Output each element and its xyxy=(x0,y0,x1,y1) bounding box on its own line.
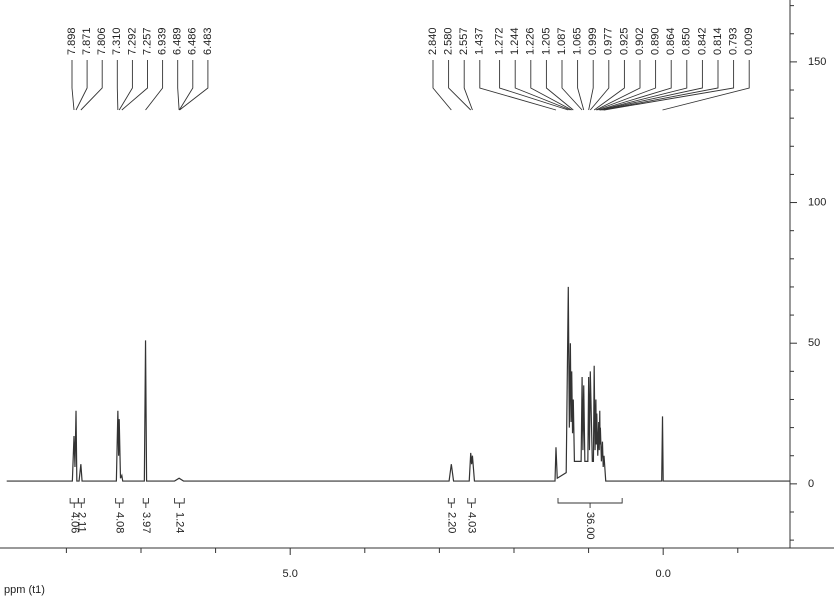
peak-label: 7.292 xyxy=(126,27,138,55)
peak-label: 7.310 xyxy=(111,27,123,55)
peak-leader xyxy=(432,60,452,111)
y-tick-label: 150 xyxy=(808,56,826,68)
peak-leader xyxy=(588,60,594,111)
peak-leader xyxy=(598,60,672,111)
peak-leader xyxy=(603,60,735,111)
peak-label: 1.226 xyxy=(525,27,537,55)
x-tick-label: 5.0 xyxy=(283,568,298,580)
y-tick-label: 0 xyxy=(808,478,814,490)
peak-label: 2.580 xyxy=(443,27,455,55)
peak-leader xyxy=(577,60,585,111)
peak-leader xyxy=(662,60,750,111)
peak-label: 0.977 xyxy=(603,27,615,55)
peak-label: 0.999 xyxy=(587,27,599,55)
integral-bracket xyxy=(174,498,185,508)
peak-label: 6.486 xyxy=(187,27,199,55)
peak-leader xyxy=(499,60,569,111)
integral-bracket xyxy=(115,498,124,508)
integral-bracket xyxy=(557,498,623,508)
peak-label: 0.864 xyxy=(665,27,677,55)
integral-bracket xyxy=(77,498,85,508)
peak-label: 2.557 xyxy=(458,27,470,55)
peak-leader xyxy=(596,60,657,111)
integral-label: 1.24 xyxy=(174,512,186,533)
peak-label: 2.840 xyxy=(427,27,439,55)
peak-label: 6.489 xyxy=(172,27,184,55)
peak-label: 1.437 xyxy=(474,27,486,55)
peak-leader xyxy=(602,60,719,111)
peak-leader xyxy=(71,60,75,111)
peak-leader xyxy=(599,60,688,111)
peak-label: 1.087 xyxy=(556,27,568,55)
peak-label: 6.483 xyxy=(202,27,214,55)
integral-label: 3.97 xyxy=(140,512,152,533)
peak-label: 1.205 xyxy=(540,27,552,55)
peak-leader xyxy=(179,60,209,111)
peak-leader xyxy=(600,60,703,111)
y-tick-label: 50 xyxy=(808,337,820,349)
peak-label: 0.850 xyxy=(681,27,693,55)
y-tick-label: 100 xyxy=(808,196,826,208)
peak-label: 7.806 xyxy=(96,27,108,55)
peak-leader xyxy=(145,60,164,111)
peak-leader xyxy=(463,60,473,111)
peak-label: 6.939 xyxy=(157,27,169,55)
integral-label: 2.20 xyxy=(445,512,457,533)
peak-leader xyxy=(561,60,583,111)
peak-leader xyxy=(448,60,472,111)
peak-leader xyxy=(121,60,148,111)
peak-label: 0.814 xyxy=(712,27,724,55)
integral-label: 4.06 xyxy=(68,512,80,533)
integral-bracket xyxy=(69,498,79,508)
peak-leader xyxy=(75,60,88,111)
x-axis-label: ppm (t1) xyxy=(4,584,45,596)
peak-leader xyxy=(593,60,625,111)
peak-leader xyxy=(479,60,557,111)
peak-label: 7.257 xyxy=(141,27,153,55)
peak-label: 0.925 xyxy=(618,27,630,55)
integral-bracket xyxy=(467,498,476,508)
peak-label: 0.890 xyxy=(650,27,662,55)
integral-bracket xyxy=(447,498,455,508)
peak-leader xyxy=(80,60,103,111)
x-tick-label: 0.0 xyxy=(656,568,671,580)
integral-label: 36.00 xyxy=(584,512,596,540)
peak-leader xyxy=(118,60,133,111)
spectrum xyxy=(6,286,790,482)
peak-label: 1.272 xyxy=(494,27,506,55)
peak-leader xyxy=(589,60,610,111)
peak-label: 0.009 xyxy=(743,27,755,55)
peak-leader xyxy=(530,60,572,111)
peak-leader xyxy=(514,60,571,111)
peak-label: 1.244 xyxy=(509,27,521,55)
peak-label: 1.065 xyxy=(572,27,584,55)
peak-label: 0.902 xyxy=(634,27,646,55)
integral-label: 4.08 xyxy=(113,512,125,533)
integral-label: 4.03 xyxy=(466,512,478,533)
peak-label: 7.871 xyxy=(81,27,93,55)
integral-bracket xyxy=(142,498,149,508)
peak-label: 7.898 xyxy=(66,27,78,55)
peak-leader xyxy=(178,60,194,111)
peak-label: 0.793 xyxy=(728,27,740,55)
integral-label: 2.11 xyxy=(75,512,87,533)
peak-leader xyxy=(177,60,180,111)
peak-leader xyxy=(116,60,119,111)
peak-leader xyxy=(595,60,641,111)
peak-leader xyxy=(545,60,574,111)
peak-label: 0.842 xyxy=(696,27,708,55)
